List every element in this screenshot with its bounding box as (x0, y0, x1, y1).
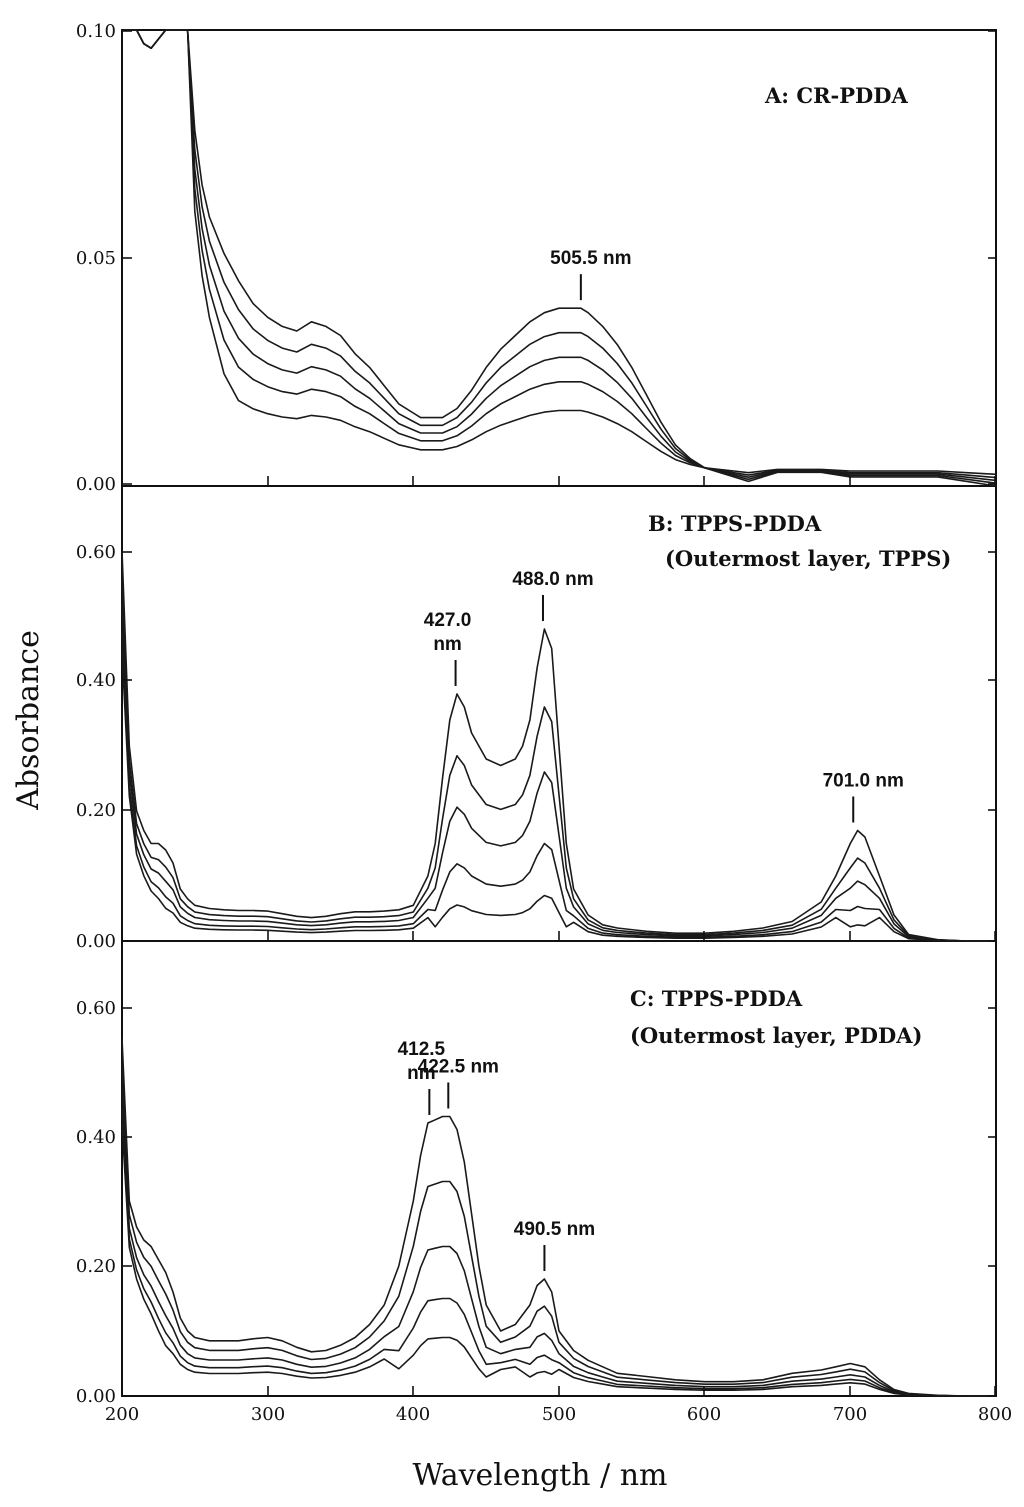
panel-b-series-5 (121, 650, 996, 942)
panel-c-title: C: TPPS-PDDA (630, 986, 803, 1011)
panel-c-series-5 (121, 1123, 996, 1397)
panel-a-series-4 (122, 29, 997, 479)
x-tick-label: 700 (833, 1404, 867, 1425)
panel-a-series-3 (122, 29, 997, 482)
x-tick-label: 500 (542, 1404, 576, 1425)
panel-a-title: A: CR-PDDA (764, 83, 908, 108)
panel-b-y-tick-label: 0.40 (76, 670, 116, 691)
panel-c-series-1 (121, 1038, 996, 1397)
panel-c-series-3 (121, 1088, 996, 1397)
panel-b-peak-label: nm (433, 634, 462, 655)
x-tick-label: 300 (251, 1404, 285, 1425)
panel-c-y-tick-label: 0.20 (76, 1256, 116, 1277)
panel-b-peak-label: 488.0 nm (512, 569, 593, 590)
panel-c-peak-label: 422.5 nm (418, 1057, 499, 1078)
panel-b-series-3 (121, 604, 996, 942)
panel-c-y-tick-label: 0.40 (76, 1127, 116, 1148)
panel-b-y-tick-label: 0.20 (76, 800, 116, 821)
panel-b-series-2 (121, 580, 996, 942)
axis-ticks (121, 30, 996, 1397)
panel-b-series-1 (121, 550, 996, 942)
y-axis-title: Absorbance (11, 630, 46, 811)
panel-c-y-tick-label: 0.60 (76, 998, 116, 1019)
panel-b-series-4 (121, 631, 996, 942)
x-axis-title: Wavelength / nm (412, 1458, 667, 1493)
panel-b-subtitle: (Outermost layer, TPPS) (665, 546, 951, 571)
panel-a-y-tick-label: 0.00 (76, 474, 116, 495)
panel-c-subtitle: (Outermost layer, PDDA) (630, 1023, 922, 1048)
x-tick-label: 600 (687, 1404, 721, 1425)
panel-b-y-tick-label: 0.60 (76, 542, 116, 563)
x-tick-label: 800 (978, 1404, 1012, 1425)
panel-b-peak-label: 427.0 (424, 610, 472, 631)
axis-tick-labels: 0.00 0.05 0.10 0.00 0.20 0.40 0.60 0.00 0.20 0.40… (76, 21, 1012, 1425)
panel-c-series-4 (121, 1108, 996, 1397)
panel-a-y-tick-label: 0.10 (76, 21, 116, 42)
x-tick-label: 200 (105, 1404, 139, 1425)
spectra-curves (121, 29, 997, 1397)
x-tick-label: 400 (396, 1404, 430, 1425)
panel-a-series-1 (122, 29, 997, 487)
panel-c-peak-label: 412.5 (398, 1039, 446, 1060)
panel-a-series-5 (122, 29, 997, 476)
panel-a-series-2 (122, 29, 997, 484)
panel-b-title: B: TPPS-PDDA (648, 511, 822, 536)
panel-c-peak-label: 490.5 nm (514, 1219, 595, 1240)
panel-b-peak-label: 701.0 nm (823, 771, 904, 792)
panel-a-y-tick-label: 0.05 (76, 248, 116, 269)
panel-b-y-tick-label: 0.00 (76, 931, 116, 952)
panel-c-series-2 (121, 1063, 996, 1397)
panel-a-peak-label: 505.5 nm (550, 248, 631, 269)
panel-c-peak-label: nm (407, 1063, 436, 1084)
panel-c-y-tick-label: 0.00 (76, 1386, 116, 1407)
